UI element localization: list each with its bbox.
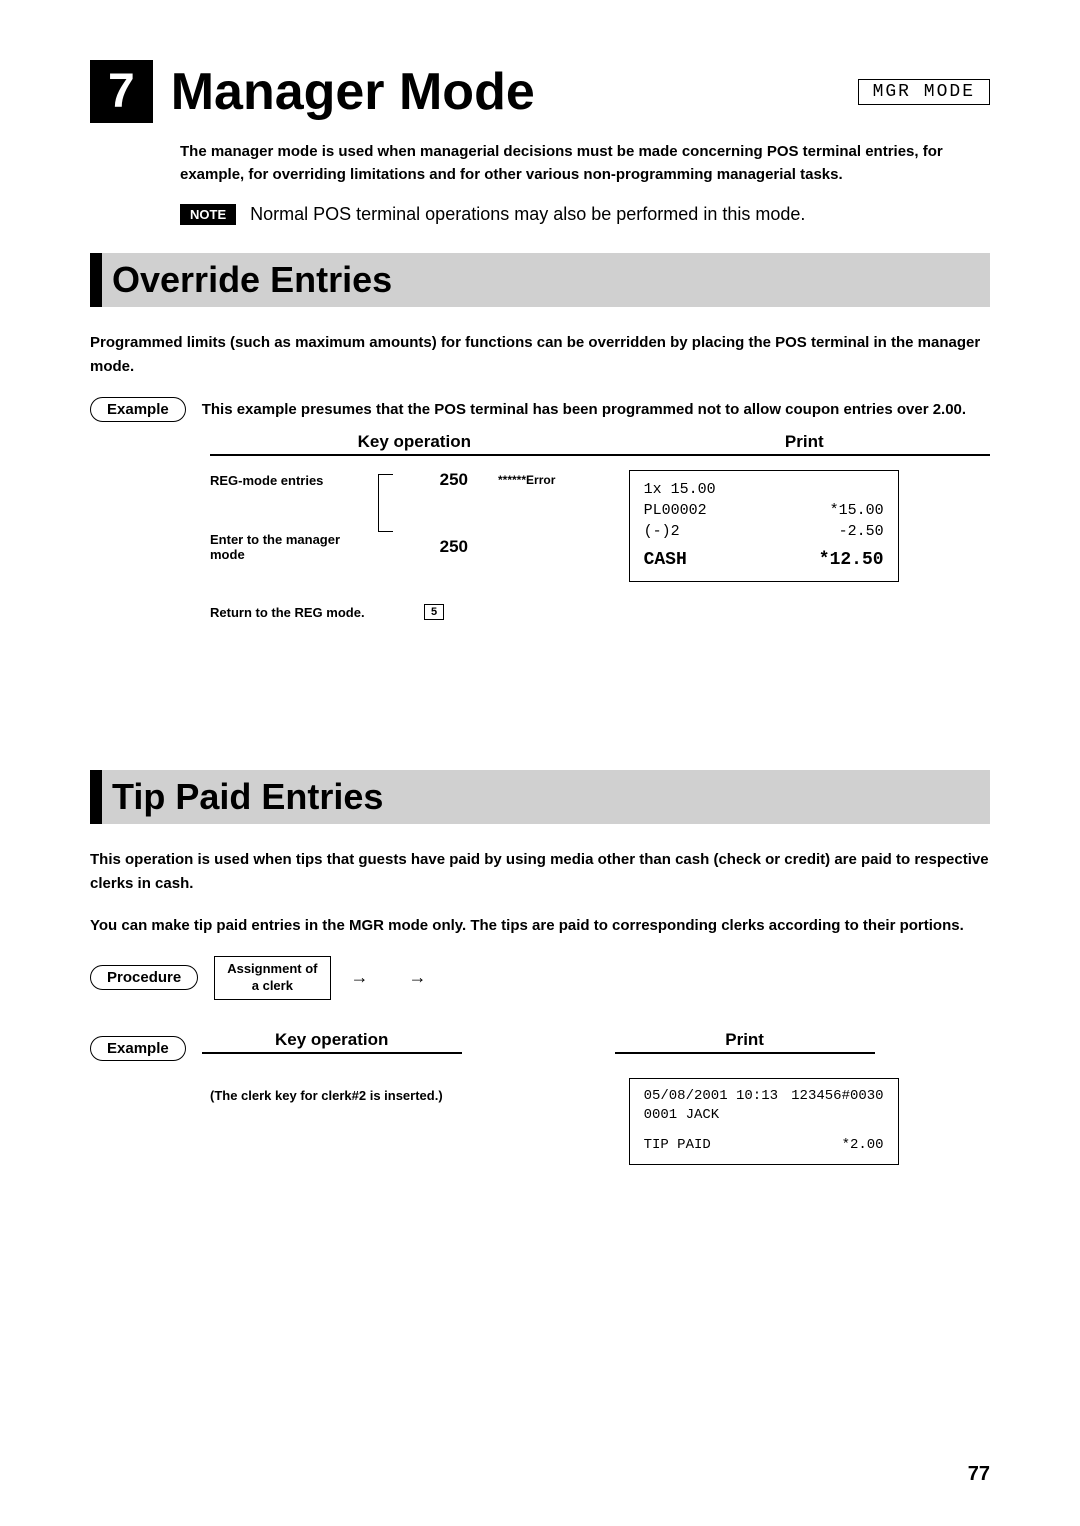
tip-example-row: Example Key operation Print — [90, 1030, 990, 1068]
keyop-label-1: REG-mode entries — [210, 473, 378, 488]
bracket-icon — [378, 474, 393, 532]
chapter-header: 7 Manager Mode MGR MODE — [90, 60, 990, 123]
keyop-label-3: Return to the REG mode. — [210, 605, 378, 620]
mode-label: MGR MODE — [858, 79, 990, 105]
override-example-row: Example This example presumes that the P… — [90, 397, 990, 422]
print-header: Print — [619, 432, 990, 456]
intro-text: The manager mode is used when managerial… — [180, 141, 990, 186]
clerk-note: (The clerk key for clerk#2 is inserted.) — [210, 1088, 619, 1103]
override-body: Programmed limits (such as maximum amoun… — [90, 331, 990, 379]
chapter-title: Manager Mode — [171, 62, 858, 122]
keyop-table: REG-mode entries 250 ******Error Enter t… — [210, 470, 619, 670]
note-row: NOTE Normal POS terminal operations may … — [180, 204, 990, 225]
tip-print-l2: 0001 JACK — [644, 1106, 884, 1126]
keyop-val-1: 250 — [388, 470, 468, 490]
print-l2: PL00002 — [644, 500, 707, 521]
section-tip-header: Tip Paid Entries — [90, 770, 990, 824]
print-receipt-2: 05/08/2001 10:13 123456#0030 0001 JACK TI… — [629, 1078, 899, 1165]
keyop-header: Key operation — [210, 432, 619, 456]
tip-example-badge: Example — [90, 1036, 186, 1061]
section-override-title: Override Entries — [112, 259, 980, 301]
section-tip-title: Tip Paid Entries — [112, 776, 980, 818]
tip-print-r3: *2.00 — [842, 1136, 884, 1156]
procedure-row: Procedure Assignment of a clerk → → — [90, 956, 990, 1000]
tip-body-2: You can make tip paid entries in the MGR… — [90, 914, 990, 938]
chapter-number: 7 — [90, 60, 153, 123]
print-total-l: CASH — [644, 548, 687, 573]
print-total-r: *12.50 — [819, 548, 884, 573]
override-columns: Key operation REG-mode entries 250 *****… — [210, 432, 990, 670]
tip-print-l3: TIP PAID — [644, 1136, 711, 1156]
key-5: 5 — [424, 604, 444, 620]
print-receipt-1: 1x 15.00 PL00002 *15.00 (-)2 -2.50 CASH *12… — [629, 470, 899, 582]
tip-print-header: Print — [615, 1030, 875, 1054]
note-text: Normal POS terminal operations may also … — [250, 204, 805, 225]
arrow-icon-1: → — [351, 967, 369, 988]
note-badge: NOTE — [180, 204, 236, 225]
keyop-extra-1: ******Error — [498, 473, 555, 487]
example-text: This example presumes that the POS termi… — [202, 397, 966, 422]
tip-keyop-header: Key operation — [202, 1030, 462, 1054]
arrow-icon-2: → — [409, 967, 427, 988]
print-r2: *15.00 — [830, 500, 884, 521]
tip-print-r1: 123456#0030 — [791, 1087, 883, 1107]
tip-print-l1: 05/08/2001 10:13 — [644, 1087, 778, 1107]
print-l3: (-)2 — [644, 521, 680, 542]
procedure-badge: Procedure — [90, 965, 198, 990]
print-r3: -2.50 — [839, 521, 884, 542]
example-badge: Example — [90, 397, 186, 422]
page-number: 77 — [968, 1463, 990, 1486]
section-override-header: Override Entries — [90, 253, 990, 307]
print-l1: 1x 15.00 — [644, 479, 716, 500]
keyop-label-2: Enter to the manager mode — [210, 532, 378, 562]
flow-assignment-box: Assignment of a clerk — [214, 956, 330, 1000]
tip-body-1: This operation is used when tips that gu… — [90, 848, 990, 896]
keyop-val-2: 250 — [388, 537, 468, 557]
